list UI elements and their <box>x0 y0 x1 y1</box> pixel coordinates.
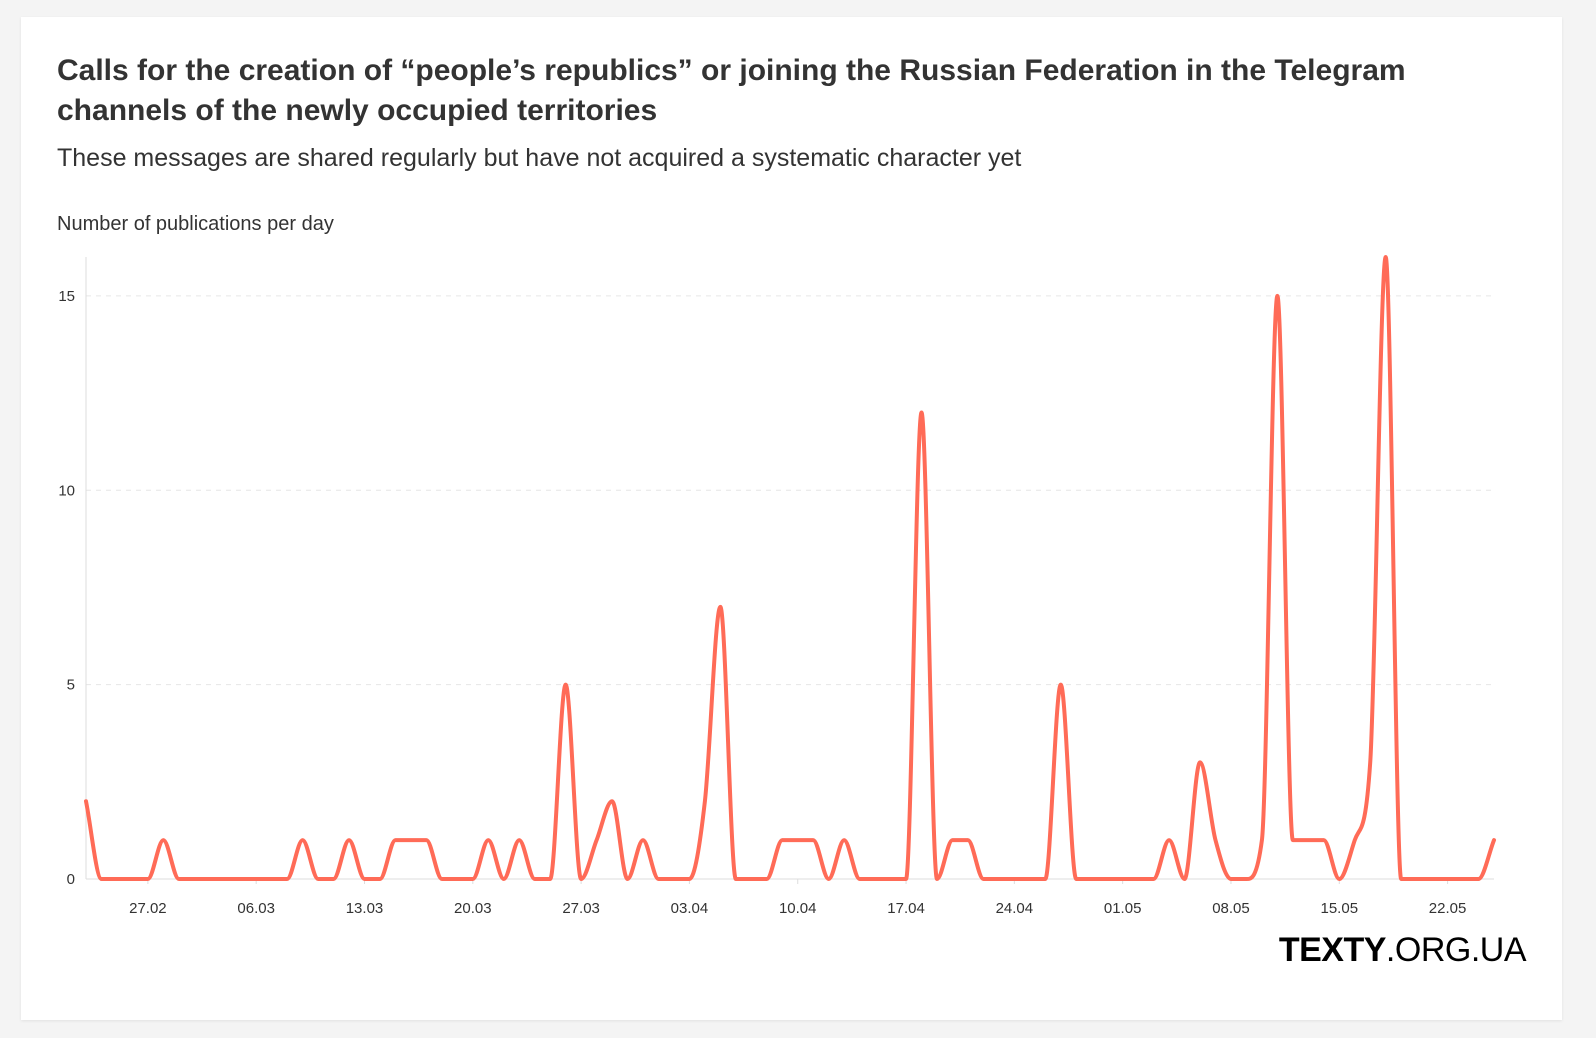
chart-title: Calls for the creation of “people’s repu… <box>57 54 1406 127</box>
y-tick-label-15: 15 <box>58 288 75 305</box>
x-tick-label-27.03: 27.03 <box>562 900 600 917</box>
axes <box>85 257 1494 880</box>
chart-card: 0 5 10 15 27.02 06.03 13.03 20.03 27.03 03.04 10.… <box>21 17 1562 1020</box>
x-tick-label-24.04: 24.04 <box>996 900 1034 917</box>
y-tick-label-0: 0 <box>67 871 75 888</box>
x-tick-label-22.05: 22.05 <box>1429 900 1467 917</box>
brand-domain: .ORG.UA <box>1385 931 1527 969</box>
x-tick-label-03.04: 03.04 <box>671 900 709 917</box>
chart-subtitle: These messages are shared regularly but … <box>57 144 1022 172</box>
x-tick-labels: 27.02 06.03 13.03 20.03 27.03 03.04 10.04 17.04… <box>129 879 1466 917</box>
grid-lines <box>86 295 1494 686</box>
y-tick-label-10: 10 <box>58 482 75 499</box>
y-tick-label-5: 5 <box>67 677 75 694</box>
line-chart: 0 5 10 15 27.02 06.03 13.03 20.03 27.03 03.04 10.… <box>58 255 1496 917</box>
series-line-0 <box>84 255 1496 881</box>
x-tick-label-17.04: 17.04 <box>887 900 925 917</box>
x-tick-label-27.02: 27.02 <box>129 900 167 917</box>
x-tick-label-13.03: 13.03 <box>346 900 384 917</box>
x-tick-label-20.03: 20.03 <box>454 900 492 917</box>
x-tick-label-06.03: 06.03 <box>237 900 275 917</box>
x-tick-label-08.05: 08.05 <box>1212 900 1250 917</box>
brand-name: TEXTY <box>1278 931 1387 969</box>
y-tick-labels: 0 5 10 15 <box>58 288 75 888</box>
x-tick-label-01.05: 01.05 <box>1104 900 1142 917</box>
series-layer <box>84 255 1496 881</box>
brand-logo[interactable]: TEXTY.ORG.UA <box>1278 929 1527 971</box>
x-tick-label-10.04: 10.04 <box>779 900 817 917</box>
x-tick-label-15.05: 15.05 <box>1321 900 1359 917</box>
y-axis-label: Number of publications per day <box>57 213 334 235</box>
